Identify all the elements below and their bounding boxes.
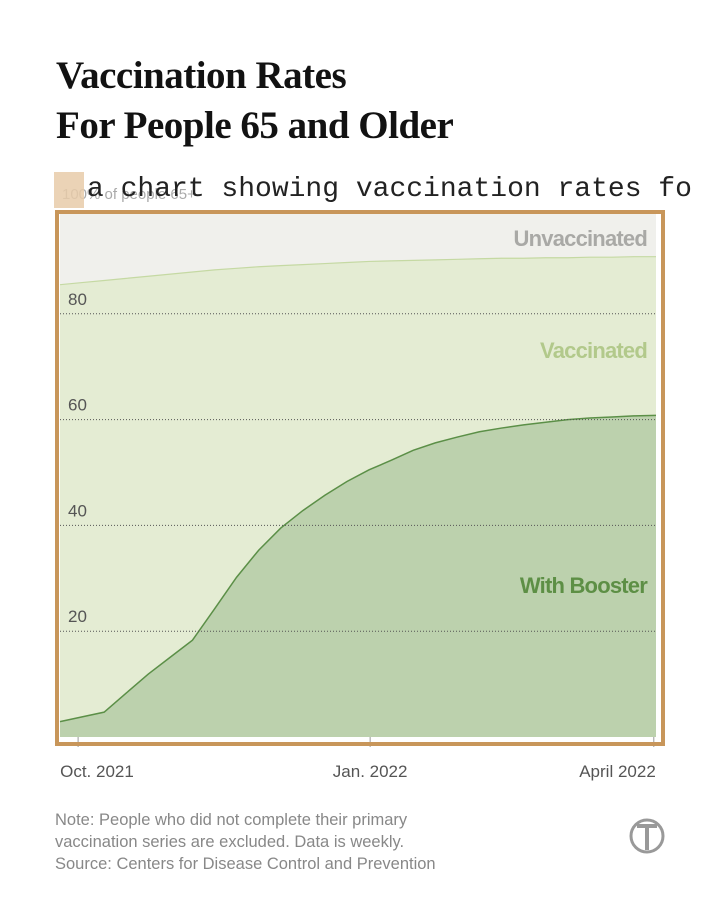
area-line — [59, 256, 656, 286]
source: Source: Centers for Disease Control and … — [55, 855, 436, 873]
y-tick-label: 80 — [68, 290, 87, 309]
y-tick-label: 40 — [68, 501, 87, 520]
selection-frame — [55, 210, 665, 746]
x-tick-label: Oct. 2021 — [60, 762, 134, 781]
highlight — [54, 172, 84, 208]
area — [60, 415, 656, 737]
area-label: Vaccinated — [540, 338, 647, 363]
y-tick-label: 60 — [68, 396, 87, 415]
note-line: Note: People who did not complete their … — [55, 811, 408, 829]
x-tick-label: Jan. 2022 — [333, 762, 408, 781]
y-tick-label: 20 — [68, 607, 87, 626]
x-tick-label: April 2022 — [579, 762, 656, 781]
title-line: Vaccination Rates — [56, 54, 346, 97]
area-label: With Booster — [520, 573, 648, 598]
y-tick-label: 100% of people 65+ — [62, 186, 196, 203]
logo — [629, 818, 665, 854]
note-line: vaccination series are excluded. Data is… — [55, 833, 404, 851]
plot: 20 40 60 80 100% of people 65+ Oct. 2021 Jan. … — [59, 186, 657, 781]
alt-text: a chart showing vaccination rates fo — [87, 174, 692, 205]
area-label: Unvaccinated — [514, 226, 647, 251]
title-line: For People 65 and Older — [56, 104, 453, 147]
area-line — [59, 414, 657, 723]
